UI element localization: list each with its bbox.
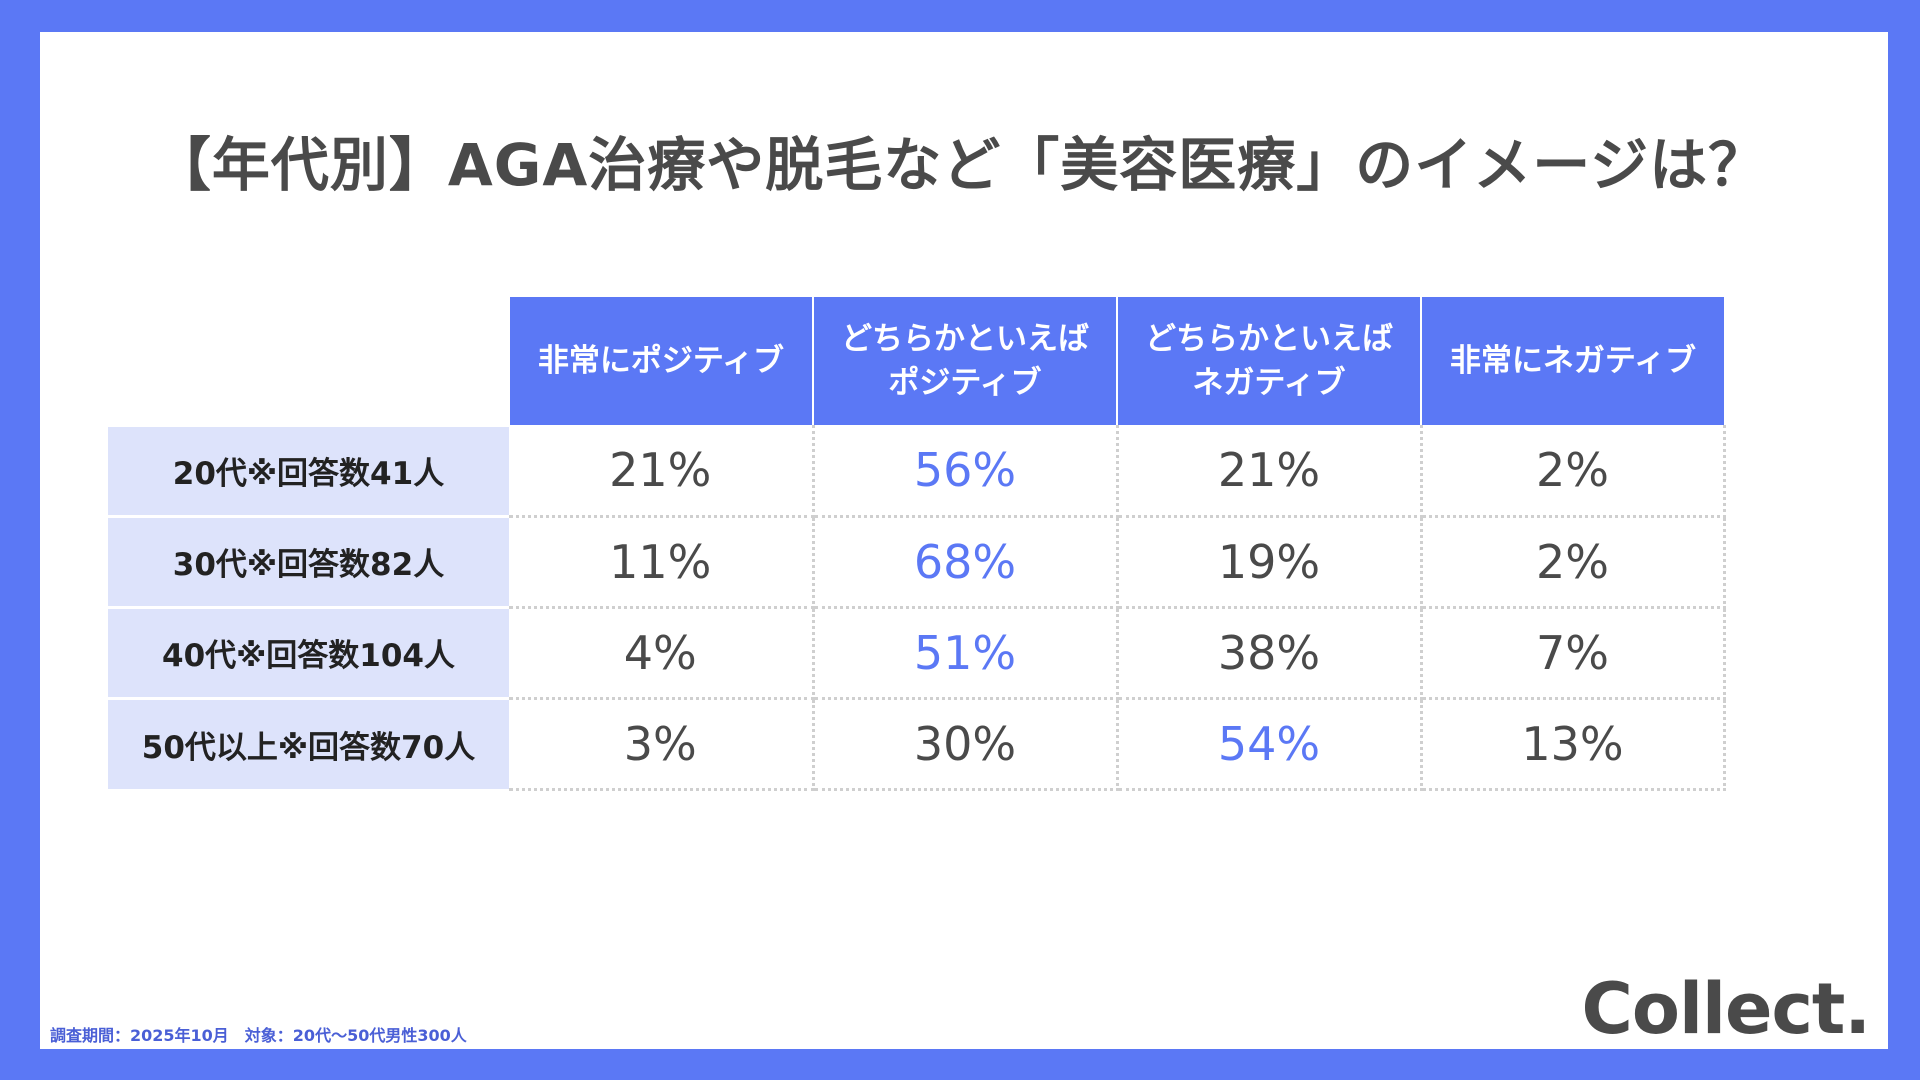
- survey-table: 非常にポジティブ どちらかといえば ポジティブ どちらかといえば ネガティブ 非…: [108, 297, 1726, 791]
- table-cell: 13%: [1421, 698, 1726, 791]
- corner-cell: [108, 297, 509, 425]
- row-label: 50代以上※回答数70人: [108, 696, 509, 789]
- table-cell: 51%: [813, 607, 1119, 700]
- table-row: 50代以上※回答数70人 3% 30% 54% 13%: [108, 696, 1726, 791]
- table-cell: 38%: [1117, 607, 1423, 700]
- table-cell: 21%: [1117, 425, 1423, 518]
- column-header: 非常にネガティブ: [1420, 297, 1724, 425]
- column-header: どちらかといえば ネガティブ: [1116, 297, 1421, 425]
- chart-title: 【年代別】AGA治療や脱毛など「美容医療」のイメージは？: [152, 131, 1768, 199]
- table-cell: 21%: [509, 425, 815, 518]
- table-cell: 2%: [1421, 425, 1726, 518]
- row-label: 40代※回答数104人: [108, 605, 509, 698]
- table-row: 20代※回答数41人 21% 56% 21% 2%: [108, 423, 1726, 518]
- table-cell: 4%: [509, 607, 815, 700]
- collect-logo: Collect.: [1581, 968, 1871, 1050]
- survey-footnote: 調査期間：2025年10月 対象：20代〜50代男性300人: [50, 1026, 467, 1045]
- header-row: 非常にポジティブ どちらかといえば ポジティブ どちらかといえば ネガティブ 非…: [108, 297, 1724, 425]
- row-label: 20代※回答数41人: [108, 423, 509, 516]
- table-row: 40代※回答数104人 4% 51% 38% 7%: [108, 605, 1726, 700]
- column-header: 非常にポジティブ: [508, 297, 813, 425]
- table-cell: 2%: [1421, 516, 1726, 609]
- column-header: どちらかといえば ポジティブ: [812, 297, 1117, 425]
- table-cell: 3%: [509, 698, 815, 791]
- table-cell: 7%: [1421, 607, 1726, 700]
- table-row: 30代※回答数82人 11% 68% 19% 2%: [108, 514, 1726, 609]
- table-cell: 56%: [813, 425, 1119, 518]
- table-cell: 19%: [1117, 516, 1423, 609]
- table-cell: 30%: [813, 698, 1119, 791]
- table-cell: 68%: [813, 516, 1119, 609]
- table-cell: 11%: [509, 516, 815, 609]
- table-cell: 54%: [1117, 698, 1423, 791]
- row-label: 30代※回答数82人: [108, 514, 509, 607]
